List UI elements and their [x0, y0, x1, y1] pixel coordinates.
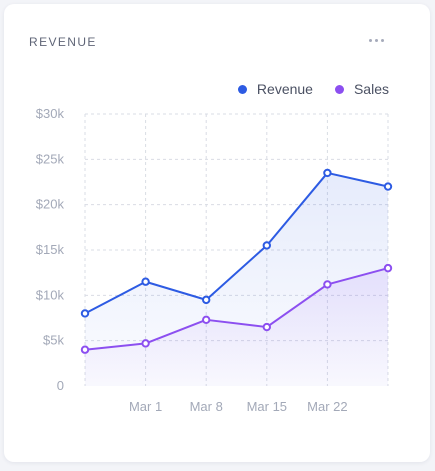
- y-tick-label: $30k: [36, 106, 65, 121]
- more-horizontal-icon: [380, 38, 384, 42]
- y-tick-label: $15k: [36, 242, 65, 257]
- legend-label-revenue: Revenue: [256, 81, 313, 97]
- data-point-revenue: [383, 182, 393, 191]
- x-tick-label: Mar 22: [307, 399, 347, 414]
- card-title: REVENUE: [29, 35, 97, 49]
- y-tick-label: $5k: [43, 333, 64, 348]
- chart-legend: Revenue Sales: [216, 81, 389, 97]
- y-tick-label: $20k: [36, 197, 65, 212]
- data-point-sales: [262, 322, 271, 332]
- data-point-revenue: [262, 241, 271, 250]
- data-point-revenue: [80, 309, 90, 318]
- series-line-sales: [84, 267, 389, 351]
- y-tick-label: $25k: [36, 151, 65, 166]
- data-point-revenue: [202, 295, 211, 305]
- data-point-sales: [383, 263, 393, 273]
- x-tick-label: Mar 15: [247, 399, 287, 414]
- legend-item-sales[interactable]: Sales: [334, 81, 389, 97]
- legend-swatch-sales: [334, 84, 344, 94]
- data-point-sales: [141, 339, 150, 348]
- x-tick-label: Mar 8: [190, 399, 223, 414]
- series-line-revenue: [84, 171, 389, 315]
- more-horizontal-icon: [368, 38, 372, 42]
- y-tick-label: 0: [57, 378, 64, 393]
- series-area-sales: [85, 268, 388, 386]
- more-options-button[interactable]: [364, 30, 388, 50]
- more-horizontal-icon: [374, 38, 378, 42]
- data-point-sales: [202, 315, 211, 325]
- legend-swatch-revenue: [237, 84, 247, 94]
- data-point-sales: [80, 345, 90, 354]
- data-point-revenue: [323, 168, 332, 178]
- data-point-sales: [323, 280, 332, 289]
- legend-item-revenue[interactable]: Revenue: [237, 81, 313, 97]
- data-point-revenue: [141, 277, 150, 286]
- legend-label-sales: Sales: [353, 81, 389, 97]
- x-tick-label: Mar 1: [129, 399, 162, 414]
- y-tick-label: $10k: [36, 287, 65, 302]
